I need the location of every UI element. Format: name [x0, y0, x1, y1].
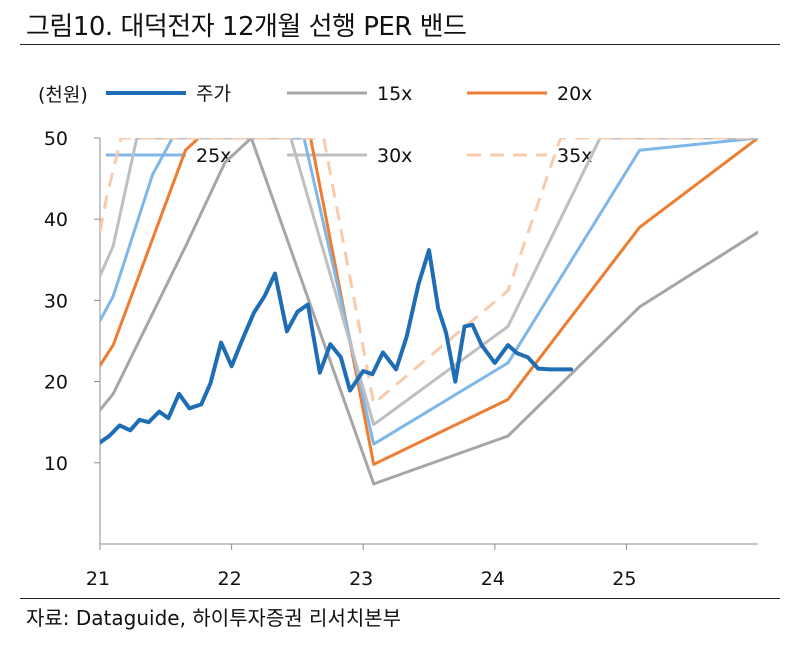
- series-line-15x: [100, 138, 758, 486]
- legend-label: 25x: [196, 145, 231, 167]
- series-line-25x: [100, 138, 758, 446]
- series-line-30x: [100, 138, 758, 427]
- title-rule: [20, 44, 780, 45]
- axes: 10 20 30 40 50 21 22 23 24 25: [44, 128, 758, 590]
- legend-label: 20x: [557, 83, 592, 105]
- chart-title: 그림10. 대덕전자 12개월 선행 PER 밴드: [26, 12, 467, 42]
- source-note: 자료: Dataguide, 하이투자증권 리서치본부: [26, 606, 402, 630]
- legend-label: 주가: [196, 83, 231, 105]
- y-tick-label: 10: [44, 453, 68, 475]
- y-axis-unit: (천원): [38, 84, 88, 106]
- series-line-20x: [100, 138, 758, 466]
- plot-area: [100, 138, 758, 486]
- series-line-price: [100, 248, 574, 445]
- y-tick-label: 30: [44, 290, 68, 312]
- legend-label: 30x: [377, 145, 412, 167]
- y-tick-label: 40: [44, 209, 68, 231]
- series-line-35x: [100, 138, 758, 405]
- x-tick-label: 23: [349, 568, 373, 590]
- y-tick-label: 20: [44, 372, 68, 394]
- source-rule: [20, 598, 780, 599]
- legend: 주가 15x 20x 25x 30x 35x: [106, 83, 592, 167]
- x-tick-label: 25: [612, 568, 636, 590]
- legend-label: 15x: [377, 83, 412, 105]
- x-tick-label: 24: [481, 568, 505, 590]
- x-tick-label: 21: [86, 568, 110, 590]
- y-tick-label: 50: [44, 128, 68, 150]
- legend-label: 35x: [557, 145, 592, 167]
- x-tick-label: 22: [218, 568, 242, 590]
